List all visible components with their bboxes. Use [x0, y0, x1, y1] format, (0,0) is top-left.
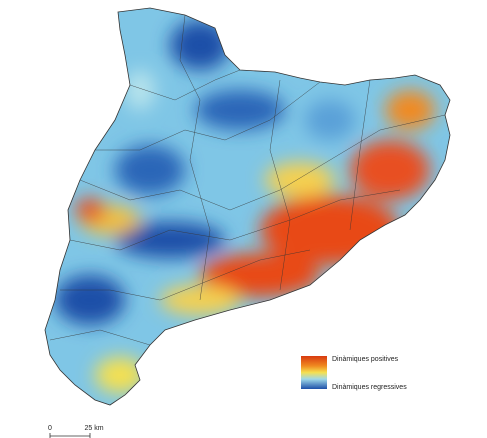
legend-ramp	[301, 356, 327, 389]
legend-low-label: Dinàmiques regressives	[332, 384, 407, 391]
legend-high-label: Dinàmiques positives	[332, 356, 399, 363]
region-outline	[44, 7, 451, 406]
scale-end-label: 25 km	[84, 425, 103, 432]
county-borders	[49, 14, 446, 346]
scale-start-label: 0	[48, 425, 52, 432]
